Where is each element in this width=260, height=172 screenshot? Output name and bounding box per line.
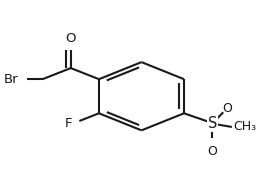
Text: Br: Br xyxy=(3,73,18,86)
Text: F: F xyxy=(64,117,72,130)
Text: S: S xyxy=(207,116,217,131)
Text: O: O xyxy=(66,32,76,45)
Text: CH₃: CH₃ xyxy=(233,120,257,133)
Text: O: O xyxy=(223,102,233,115)
Text: O: O xyxy=(207,144,217,158)
